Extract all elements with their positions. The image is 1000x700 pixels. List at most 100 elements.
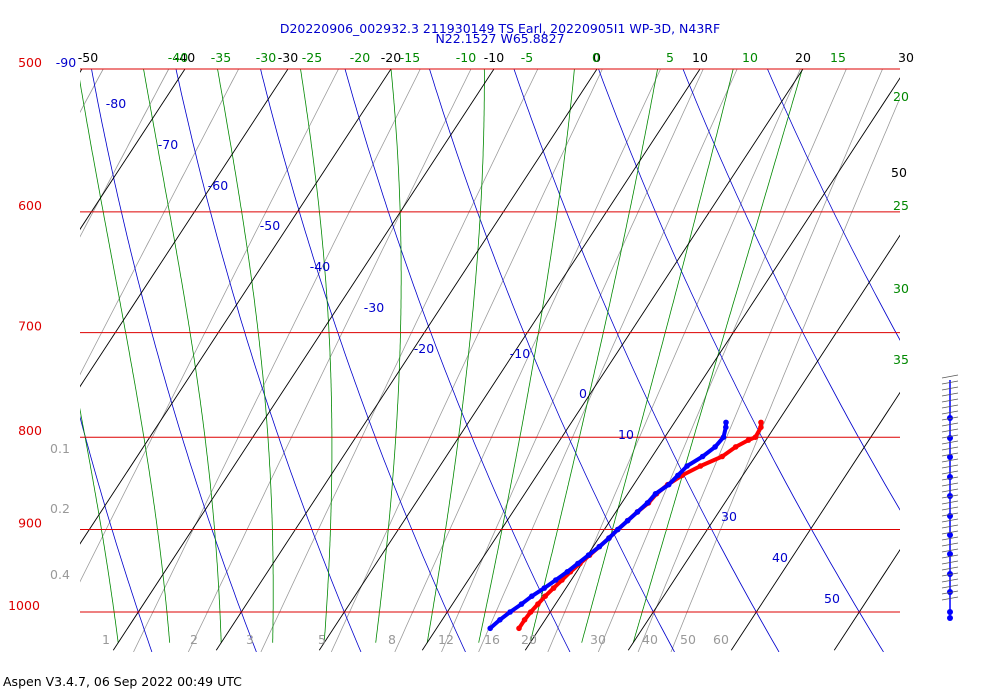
isotherm-line [80, 69, 83, 73]
dry-adiabat-label: 40 [772, 550, 788, 565]
wind-barb-dot [947, 571, 953, 577]
isotherm-label: 0 [593, 50, 601, 65]
dewpoint-profile-point [634, 509, 641, 515]
wind-barb-dot [947, 551, 953, 557]
moist-adiabat-line [529, 69, 659, 643]
dry-adiabat-line [0, 64, 47, 652]
wind-barb [941, 590, 959, 595]
wind-barb-dot [947, 493, 953, 499]
dry-adiabat-label: 50 [824, 591, 840, 606]
wind-barb-dot [947, 615, 953, 621]
wind-barb [941, 518, 959, 523]
temperature-profile-line [517, 420, 763, 631]
moist-adiabat-label: 30 [893, 281, 909, 296]
dry-adiabat-label: 0 [579, 386, 587, 401]
isotherm-label: -10 [484, 50, 504, 65]
wind-barb [941, 512, 959, 517]
mixing-ratio-line [478, 69, 738, 652]
isotherm-line [524, 77, 900, 651]
wind-barb-column [941, 374, 959, 621]
dewpoint-profile-point [684, 463, 690, 469]
mixing-ratio-label: 12 [438, 632, 454, 647]
mixing-ratio-line [330, 69, 603, 652]
isotherm-label: -40 [175, 50, 195, 65]
moist-adiabat-label: -35 [211, 50, 231, 65]
mixing-ratio-label: 1 [102, 632, 110, 647]
wind-barb [941, 470, 959, 475]
dewpoint-profile-line [488, 420, 728, 631]
mixing-ratio-label: 5 [318, 632, 326, 647]
moist-adiabat-line [581, 69, 734, 643]
moist-adiabat-line [375, 69, 402, 643]
moist-adiabat-label: 15 [830, 50, 846, 65]
wind-barb [941, 398, 959, 403]
wind-barb [941, 482, 959, 487]
isotherm-line [215, 69, 598, 651]
temperature-profile-point [758, 419, 764, 426]
mixing-ratio-line [441, 69, 704, 652]
dewpoint-profile-point [675, 472, 681, 479]
pressure-tick-label: 1000 [8, 598, 40, 613]
wind-barb [941, 464, 959, 469]
chart-title: D20220906_002932.3 211930149 TS Earl, 20… [279, 21, 721, 36]
dewpoint-profile-point [564, 569, 571, 575]
mixing-ratio-line [260, 69, 539, 652]
moist-adiabat-label: 20 [893, 89, 909, 104]
moist-adiabat-line [80, 79, 171, 643]
dewpoint-profile-point [518, 601, 525, 607]
dewpoint-profile-point [624, 517, 631, 524]
dewpoint-profile-point [644, 500, 651, 506]
mixing-ratio-line [187, 69, 472, 652]
wind-barb [941, 380, 959, 385]
wind-barb [941, 416, 959, 421]
mixing-ratio-line [80, 69, 170, 238]
temperature-profile-point [542, 593, 548, 599]
wind-barb-dot [947, 609, 953, 615]
wind-barb [941, 458, 959, 463]
isotherm-line [80, 69, 289, 388]
dry-adiabat-label: -20 [414, 341, 434, 356]
mixing-ratio-line [80, 69, 339, 583]
dewpoint-profile-point [699, 453, 706, 460]
moist-adiabat-label: -30 [256, 50, 276, 65]
wind-barb [941, 536, 959, 541]
moist-adiabat-line [478, 69, 575, 643]
pressure-tick-label: 600 [18, 198, 42, 213]
mixing-ratio-line [80, 69, 240, 376]
temperature-profile-point [719, 453, 725, 460]
moist-adiabat-label: 5 [666, 50, 674, 65]
dewpoint-profile-point [596, 543, 603, 550]
mixing-ratio-label: 40 [642, 632, 658, 647]
mixing-ratio-label: 0.1 [50, 441, 70, 456]
dewpoint-profile-point [665, 481, 672, 488]
wind-barb-dot [947, 532, 953, 538]
wind-barb [941, 428, 959, 433]
software-footer: Aspen V3.4.7, 06 Sep 2022 00:49 UTC [3, 674, 242, 689]
moist-adiabat-label: 35 [893, 352, 909, 367]
mixing-ratio-label: 60 [713, 632, 729, 647]
dry-adiabat-line [175, 69, 362, 652]
temperature-profile-point [752, 434, 759, 441]
isotherm-label: -20 [381, 50, 401, 65]
wind-barb [941, 410, 959, 415]
dewpoint-profile-point [720, 434, 727, 441]
moist-adiabat-line [80, 407, 119, 643]
wind-barb [941, 530, 959, 535]
wind-barb [941, 374, 959, 379]
dewpoint-profile-point [507, 609, 513, 615]
mixing-ratio-label: 0.2 [50, 501, 70, 516]
wind-barb [941, 386, 959, 391]
dry-adiabat-label: 30 [721, 509, 737, 524]
moist-adiabat-line [632, 69, 803, 643]
wind-barb [941, 596, 959, 601]
isotherm-label: 30 [898, 50, 914, 65]
dry-adiabat-line [344, 69, 571, 652]
dewpoint-profile-point [585, 552, 592, 558]
wind-barb [941, 422, 959, 427]
dewpoint-profile-point [529, 593, 535, 599]
dewpoint-profile-point [575, 560, 581, 567]
wind-barb [941, 560, 959, 565]
mixing-ratio-line [637, 69, 883, 652]
moist-adiabat-line [143, 69, 222, 643]
